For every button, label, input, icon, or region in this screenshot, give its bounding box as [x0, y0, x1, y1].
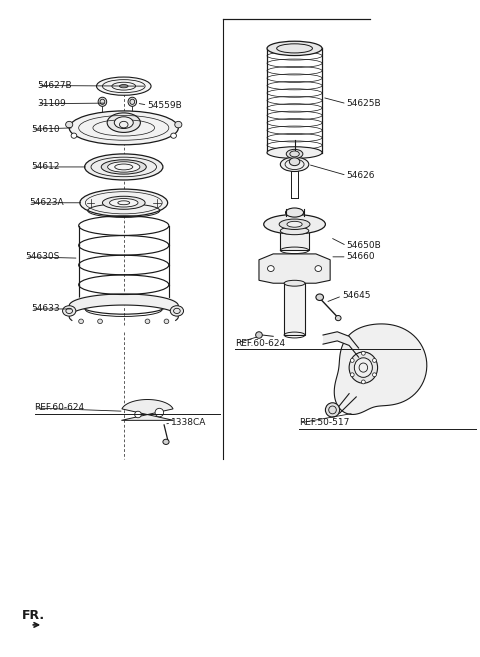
Ellipse shape [264, 214, 325, 234]
Text: 54633: 54633 [31, 304, 60, 313]
Ellipse shape [289, 158, 300, 166]
Text: 54627B: 54627B [37, 81, 72, 90]
Ellipse shape [96, 77, 151, 95]
Polygon shape [323, 332, 359, 357]
Text: 54626: 54626 [347, 171, 375, 180]
Ellipse shape [163, 440, 169, 444]
Text: 54559B: 54559B [147, 101, 182, 110]
Text: FR.: FR. [22, 608, 45, 622]
Ellipse shape [336, 315, 341, 321]
Polygon shape [69, 292, 178, 321]
Bar [280, 231, 309, 250]
Ellipse shape [316, 294, 324, 300]
Ellipse shape [114, 117, 133, 129]
Ellipse shape [101, 160, 146, 174]
Text: 54625B: 54625B [347, 99, 382, 108]
Ellipse shape [69, 111, 179, 145]
Ellipse shape [286, 208, 303, 217]
Ellipse shape [102, 196, 145, 210]
Ellipse shape [145, 319, 150, 324]
Ellipse shape [108, 162, 140, 172]
Text: 54645: 54645 [342, 292, 371, 300]
Ellipse shape [71, 133, 77, 138]
Text: 54650B: 54650B [347, 241, 382, 250]
Ellipse shape [361, 351, 365, 355]
Polygon shape [334, 324, 427, 415]
Ellipse shape [109, 198, 138, 207]
Ellipse shape [256, 332, 262, 338]
Ellipse shape [97, 319, 102, 324]
Ellipse shape [107, 113, 140, 133]
Ellipse shape [267, 265, 274, 271]
Text: 54623A: 54623A [29, 198, 63, 207]
Ellipse shape [350, 359, 354, 363]
Ellipse shape [171, 133, 177, 138]
Ellipse shape [170, 306, 183, 316]
Ellipse shape [84, 154, 163, 180]
Ellipse shape [286, 149, 303, 158]
Ellipse shape [372, 373, 376, 376]
Ellipse shape [175, 122, 182, 128]
Ellipse shape [372, 359, 376, 363]
Ellipse shape [98, 97, 107, 106]
Ellipse shape [128, 97, 137, 106]
Polygon shape [121, 399, 174, 420]
Text: 1338CA: 1338CA [171, 419, 206, 428]
Ellipse shape [267, 41, 322, 56]
Ellipse shape [287, 221, 302, 227]
Ellipse shape [354, 358, 372, 377]
Ellipse shape [279, 219, 310, 229]
Text: 54630S: 54630S [25, 252, 60, 261]
Ellipse shape [155, 408, 164, 417]
Ellipse shape [315, 265, 322, 271]
Text: 54612: 54612 [31, 162, 60, 171]
Text: REF.60-624: REF.60-624 [235, 339, 286, 348]
Text: REF.60-624: REF.60-624 [35, 403, 84, 413]
Text: 31109: 31109 [37, 99, 66, 108]
Ellipse shape [62, 306, 76, 316]
Text: REF.50-517: REF.50-517 [300, 419, 350, 428]
Ellipse shape [361, 380, 365, 384]
Ellipse shape [284, 281, 305, 286]
Ellipse shape [350, 373, 354, 376]
Bar [284, 283, 305, 335]
Ellipse shape [267, 147, 322, 158]
Ellipse shape [349, 352, 378, 383]
Ellipse shape [135, 411, 141, 418]
Ellipse shape [164, 319, 169, 324]
Ellipse shape [325, 403, 340, 417]
Ellipse shape [66, 122, 73, 128]
Polygon shape [259, 254, 330, 283]
Ellipse shape [79, 319, 84, 324]
Ellipse shape [280, 157, 309, 171]
Ellipse shape [280, 227, 309, 235]
Text: 54610: 54610 [31, 125, 60, 133]
Ellipse shape [80, 189, 168, 216]
Ellipse shape [120, 85, 128, 88]
Text: 54660: 54660 [347, 252, 375, 261]
